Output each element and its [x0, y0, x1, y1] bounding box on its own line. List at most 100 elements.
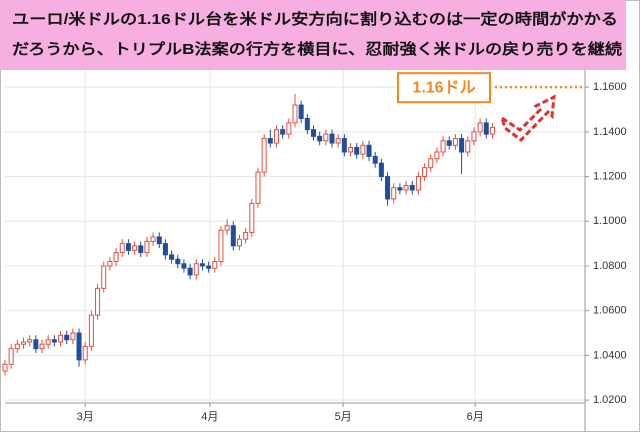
- banner-line: ユーロ/米ドルの1.16ドル台を米ドル安方向に割り込むのは一定の時間がかかる: [12, 10, 618, 28]
- banner: [0, 0, 626, 70]
- forecast-arrow: [499, 94, 556, 142]
- candle-body: [286, 122, 292, 135]
- candles: [2, 93, 495, 376]
- candle-body: [39, 343, 45, 350]
- y-tick-label: 1.1200: [593, 170, 627, 182]
- candle-body: [280, 129, 286, 135]
- candle-body: [292, 104, 298, 124]
- candle-body: [101, 265, 107, 289]
- candle-body: [132, 245, 138, 251]
- candle-body: [76, 332, 82, 361]
- x-tick-label: 3月: [77, 411, 94, 423]
- candle-body: [397, 187, 403, 191]
- candle-body: [372, 155, 378, 164]
- candle-body: [366, 144, 372, 157]
- candle-body: [255, 171, 261, 204]
- candle-body: [144, 240, 150, 254]
- candle-body: [403, 185, 409, 191]
- candle-body: [181, 263, 187, 269]
- candle-body: [45, 339, 51, 345]
- candle-body: [471, 131, 477, 142]
- callout-label: 1.16ドル: [412, 79, 475, 96]
- candle-body: [428, 158, 434, 169]
- candle-body: [119, 243, 125, 254]
- candle-body: [446, 140, 452, 146]
- candle-body: [95, 287, 101, 316]
- candle-body: [483, 122, 489, 135]
- candle-body: [489, 126, 495, 135]
- candle-body: [58, 334, 64, 343]
- candle-body: [169, 254, 175, 260]
- candle-body: [187, 267, 193, 276]
- candle-body: [261, 138, 267, 173]
- candle-body: [422, 167, 428, 178]
- banner-line: だろうから、トリプルB法案の行方を横目に、忍耐強く米ドルの戻り売りを継続: [12, 40, 622, 58]
- candle-body: [224, 225, 230, 231]
- candle-body: [8, 348, 14, 365]
- candle-body: [70, 332, 76, 341]
- candle-body: [335, 138, 341, 144]
- candle-body: [82, 345, 88, 361]
- candle-body: [329, 133, 335, 144]
- candle-body: [193, 263, 199, 276]
- candle-body: [341, 138, 347, 153]
- candle-body: [391, 187, 397, 200]
- y-tick-label: 1.1000: [593, 215, 627, 227]
- candle-body: [465, 140, 471, 153]
- y-tick-label: 1.0600: [593, 305, 627, 317]
- y-tick-label: 1.0200: [593, 394, 627, 406]
- x-tick-label: 4月: [201, 411, 218, 423]
- candle-body: [206, 265, 212, 269]
- candle-body: [107, 261, 113, 267]
- candle-body: [378, 162, 384, 178]
- y-tick-label: 1.0800: [593, 260, 627, 272]
- candle-body: [311, 129, 317, 137]
- candle-body: [27, 339, 33, 343]
- candle-body: [51, 339, 57, 343]
- candle-body: [385, 176, 391, 200]
- candle-body: [2, 363, 8, 372]
- candle-body: [33, 339, 39, 350]
- x-tick-label: 6月: [467, 411, 484, 423]
- candle-body: [113, 252, 119, 263]
- candle-body: [64, 334, 70, 341]
- candle-body: [249, 202, 255, 233]
- candle-body: [452, 138, 458, 146]
- y-tick-label: 1.1600: [593, 81, 627, 93]
- candle-body: [236, 238, 242, 247]
- callout-box: [397, 72, 491, 104]
- y-tick-label: 1.1400: [593, 126, 627, 138]
- candle-body: [440, 140, 446, 153]
- candle-body: [175, 258, 181, 265]
- candle-body: [459, 138, 465, 153]
- candle-body: [360, 144, 366, 155]
- candle-body: [348, 147, 354, 153]
- candle-body: [212, 261, 218, 269]
- candle-body: [150, 236, 156, 242]
- candle-body: [125, 243, 131, 251]
- candle-body: [409, 185, 415, 191]
- candle-body: [162, 243, 168, 256]
- x-tick-label: 5月: [335, 411, 352, 423]
- candle-body: [138, 245, 144, 254]
- candle-body: [323, 133, 329, 142]
- candle-body: [298, 104, 304, 119]
- candle-body: [88, 314, 94, 347]
- candle-body: [317, 135, 323, 142]
- candle-body: [273, 129, 279, 144]
- y-tick-label: 1.0400: [593, 349, 627, 361]
- candle-body: [218, 229, 224, 263]
- candle-body: [14, 343, 20, 350]
- candle-body: [477, 122, 483, 133]
- candle-body: [243, 231, 249, 240]
- candle-body: [230, 225, 236, 247]
- candle-body: [156, 236, 162, 245]
- candle-body: [267, 138, 273, 144]
- candle-body: [415, 176, 421, 191]
- candle-body: [21, 341, 27, 345]
- candle-body: [304, 117, 310, 131]
- candle-body: [434, 151, 440, 160]
- candle-body: [199, 263, 205, 267]
